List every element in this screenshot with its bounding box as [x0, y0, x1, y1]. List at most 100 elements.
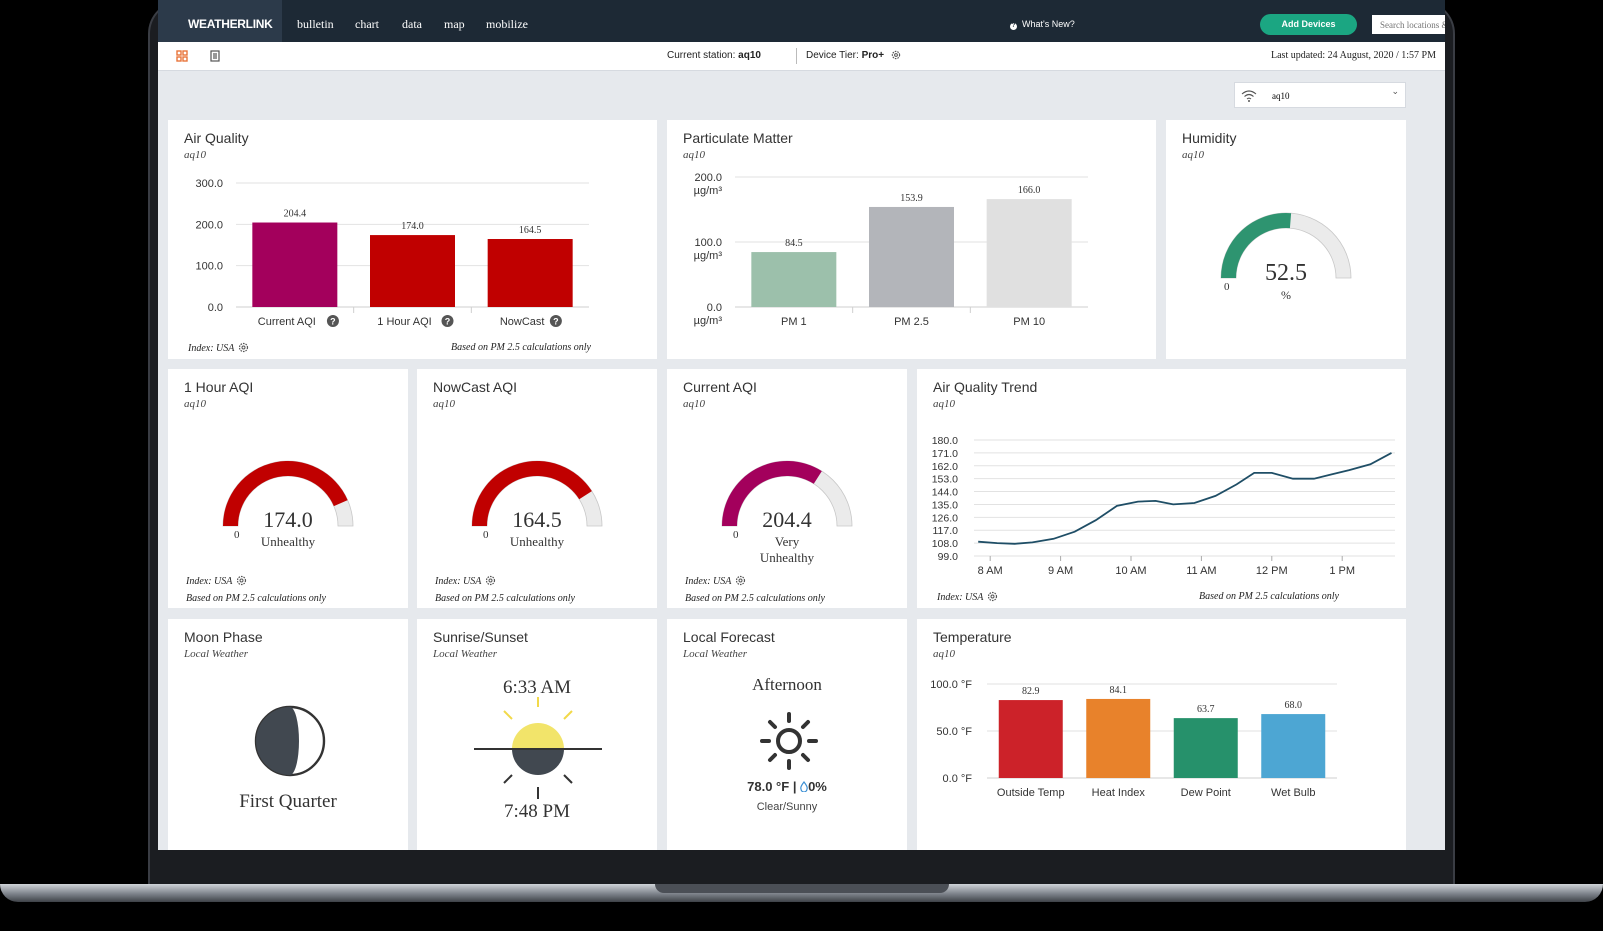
x-category-label: Heat Index	[1092, 787, 1146, 799]
trend-line	[978, 452, 1392, 545]
document-view-icon[interactable]	[210, 50, 220, 62]
gauge-min: 0	[483, 529, 489, 541]
y-tick-label: 144.0	[932, 487, 958, 499]
trend-chart: 99.0108.0117.0126.0135.0144.0153.0162.01…	[932, 435, 1395, 577]
card-title: Local Forecast	[683, 629, 775, 645]
x-category-label: Outside Temp	[997, 787, 1065, 799]
raindrop-icon	[800, 781, 808, 793]
local-forecast-card: Local Forecast Local Weather Afternoon 7…	[667, 619, 907, 850]
y-tick-label: 180.0	[932, 435, 958, 447]
bar	[1086, 698, 1151, 778]
temperature-card: Temperature aq10 0.0 °F 50.0 °F 100.0 °F 8…	[917, 619, 1406, 850]
app-screen: WEATHERLINK bulletin chart data map mobi…	[158, 0, 1445, 850]
humidity-unit: %	[1281, 288, 1291, 302]
x-tick-label: 1 PM	[1329, 565, 1355, 577]
card-title: Humidity	[1182, 130, 1237, 146]
bar-value-label: 164.5	[519, 225, 542, 236]
x-tick-label: 8 AM	[978, 565, 1003, 577]
weatherlink-logo[interactable]: WEATHERLINK	[158, 0, 282, 42]
gauge-fill	[223, 461, 348, 526]
bar	[487, 239, 573, 307]
sunrise-sunset-card: Sunrise/Sunset Local Weather 6:33 AM 7:4…	[417, 619, 657, 850]
settings-gear-icon[interactable]	[238, 342, 249, 353]
settings-gear-icon[interactable]	[987, 591, 998, 602]
bar-value-label: 84.5	[785, 238, 803, 249]
divider	[796, 48, 797, 64]
bar	[751, 252, 837, 307]
bar-value-label: 82.9	[1022, 686, 1040, 697]
nav-map[interactable]: map	[444, 17, 465, 31]
calc-note: Based on PM 2.5 calculations only	[1199, 591, 1339, 602]
bar-value-label: 68.0	[1285, 700, 1303, 711]
card-title: Current AQI	[683, 379, 757, 395]
station-select[interactable]: aq10 ⌄	[1234, 82, 1406, 108]
settings-gear-icon[interactable]	[485, 575, 496, 586]
index-label: Index: USA	[685, 576, 732, 587]
card-subtitle: Local Weather	[184, 648, 249, 660]
bar-value-label: 204.4	[284, 209, 307, 220]
y-tick-label: 162.0	[932, 461, 958, 473]
card-title: Temperature	[933, 629, 1012, 645]
card-subtitle: aq10	[184, 398, 206, 410]
sunrise-sunset-icon	[474, 697, 602, 799]
search-input[interactable]	[1372, 15, 1445, 34]
sun-icon	[760, 712, 818, 770]
card-title: Moon Phase	[184, 629, 263, 645]
current-station: Current station: aq10	[667, 50, 761, 61]
y-tick-label: 50.0 °F	[936, 726, 972, 738]
humidity-card: Humidity aq10 52.5 % 0	[1166, 120, 1406, 359]
x-category-label: 1 Hour AQI	[377, 316, 431, 328]
gauge-fill	[1221, 212, 1292, 278]
separator: |	[792, 779, 797, 794]
laptop-notch	[655, 884, 949, 893]
y-tick-label: 99.0	[938, 551, 959, 563]
card-subtitle: aq10	[933, 648, 955, 660]
y-tick-label: 100.0	[694, 237, 722, 249]
moon-first-quarter-icon	[254, 705, 326, 777]
card-subtitle: aq10	[1182, 149, 1204, 161]
index-footer: Index: USA	[685, 575, 746, 587]
gauge-fill	[722, 461, 822, 526]
chevron-down-icon: ⌄	[1391, 86, 1399, 96]
nav-mobilize[interactable]: mobilize	[486, 17, 528, 31]
y-tick-label: 100.0 °F	[930, 679, 972, 691]
x-category-label: NowCast	[500, 316, 545, 328]
grid-view-icon[interactable]	[176, 50, 188, 62]
current-aqi-card: Current AQI aq10 204.4 Very Unhealthy 0 …	[667, 369, 907, 608]
gauge-fill	[472, 461, 592, 526]
card-title: 1 Hour AQI	[184, 379, 254, 395]
nav-chart[interactable]: chart	[355, 17, 379, 31]
y-tick-label: 200.0	[694, 172, 722, 184]
x-category-label: Dew Point	[1181, 787, 1231, 799]
index-footer: Index: USA	[188, 342, 249, 354]
index-label: Index: USA	[435, 576, 482, 587]
x-category-label: PM 2.5	[894, 316, 929, 328]
settings-gear-icon[interactable]	[236, 575, 247, 586]
y-tick-unit: µg/m³	[694, 185, 723, 197]
bar-value-label: 166.0	[1018, 185, 1041, 196]
nav-data[interactable]: data	[402, 17, 422, 31]
y-tick-label: 135.0	[932, 499, 958, 511]
x-category-label: Current AQI	[258, 316, 316, 328]
top-navigation: WEATHERLINK bulletin chart data map mobi…	[158, 0, 1445, 49]
aqi-status: Unhealthy	[260, 534, 316, 549]
nav-bulletin[interactable]: bulletin	[297, 17, 334, 49]
moon-phase-card: Moon Phase Local Weather First Quarter	[168, 619, 408, 850]
whats-new-link[interactable]: ? What's New?	[1010, 19, 1075, 30]
gauge-min: 0	[1224, 281, 1230, 293]
x-category-label: PM 10	[1013, 316, 1045, 328]
aqi-status: Unhealthy	[509, 534, 565, 549]
settings-gear-icon[interactable]	[891, 50, 901, 60]
forecast-temp: 78.0 °F	[747, 779, 790, 794]
card-title: Sunrise/Sunset	[433, 629, 528, 645]
settings-gear-icon[interactable]	[735, 575, 746, 586]
sunrise-time: 6:33 AM	[502, 677, 572, 698]
device-tier-label: Device Tier:	[806, 50, 859, 61]
whats-new-label: What's New?	[1022, 19, 1075, 29]
nowcast-gauge	[471, 460, 603, 527]
y-tick-unit: µg/m³	[694, 315, 723, 327]
add-devices-button[interactable]: Add Devices	[1260, 14, 1357, 35]
one-hour-gauge	[222, 460, 354, 527]
help-icon	[326, 315, 339, 327]
gauge-min: 0	[234, 529, 240, 541]
